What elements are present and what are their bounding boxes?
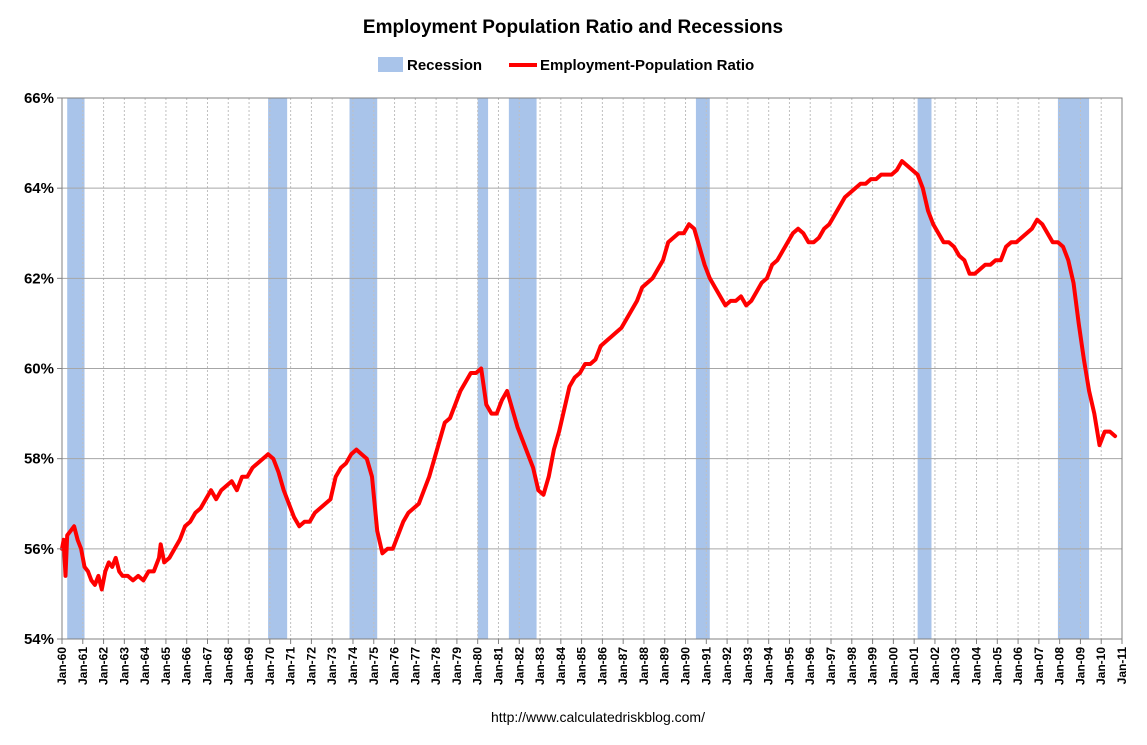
x-tick-label: Jan-60 bbox=[55, 647, 69, 685]
x-tick-label: Jan-05 bbox=[990, 647, 1004, 685]
x-tick-label: Jan-78 bbox=[429, 647, 443, 685]
x-tick-label: Jan-75 bbox=[367, 647, 381, 685]
x-axis-ticks: Jan-60 Jan-61 Jan-62 Jan-63 Jan-64 Jan-65 Jan-… bbox=[55, 639, 1129, 685]
x-tick-label: Jan-89 bbox=[658, 647, 672, 685]
x-tick-label: Jan-77 bbox=[408, 647, 422, 685]
y-tick-label: 64% bbox=[24, 180, 54, 197]
y-tick-label: 56% bbox=[24, 541, 54, 558]
x-tick-label: Jan-82 bbox=[512, 647, 526, 685]
x-tick-label: Jan-85 bbox=[575, 647, 589, 685]
y-tick-label: 60% bbox=[24, 361, 54, 378]
x-tick-label: Jan-61 bbox=[76, 647, 90, 685]
x-tick-label: Jan-06 bbox=[1011, 647, 1025, 685]
series-line-employment-population-ratio bbox=[60, 159, 1118, 592]
x-tick-label: Jan-84 bbox=[554, 647, 568, 685]
x-tick-label: Jan-70 bbox=[263, 647, 277, 685]
x-tick-label: Jan-87 bbox=[616, 647, 630, 685]
x-tick-label: Jan-81 bbox=[491, 647, 505, 685]
x-tick-label: Jan-09 bbox=[1073, 647, 1087, 685]
source-url: http://www.calculatedriskblog.com/ bbox=[491, 709, 705, 725]
chart-title: Employment Population Ratio and Recessio… bbox=[363, 17, 783, 38]
x-tick-label: Jan-98 bbox=[845, 647, 859, 685]
x-tick-label: Jan-96 bbox=[803, 647, 817, 685]
x-tick-label: Jan-72 bbox=[304, 647, 318, 685]
y-tick-label: 66% bbox=[24, 90, 54, 107]
x-tick-label: Jan-68 bbox=[221, 647, 235, 685]
x-tick-label: Jan-65 bbox=[159, 647, 173, 685]
legend-label-ratio: Employment-Population Ratio bbox=[540, 57, 754, 74]
x-tick-label: Jan-73 bbox=[325, 647, 339, 685]
y-tick-label: 62% bbox=[24, 270, 54, 287]
x-tick-label: Jan-92 bbox=[720, 647, 734, 685]
x-tick-label: Jan-11 bbox=[1115, 647, 1129, 685]
x-tick-label: Jan-66 bbox=[180, 647, 194, 685]
x-tick-label: Jan-90 bbox=[679, 647, 693, 685]
legend-swatch-recession bbox=[378, 57, 403, 72]
y-tick-label: 58% bbox=[24, 451, 54, 468]
x-tick-label: Jan-64 bbox=[138, 647, 152, 685]
x-tick-label: Jan-86 bbox=[595, 647, 609, 685]
x-tick-label: Jan-04 bbox=[970, 647, 984, 685]
x-tick-label: Jan-08 bbox=[1053, 647, 1067, 685]
x-tick-label: Jan-91 bbox=[699, 647, 713, 685]
x-tick-label: Jan-79 bbox=[450, 647, 464, 685]
x-tick-label: Jan-69 bbox=[242, 647, 256, 685]
x-tick-label: Jan-00 bbox=[886, 647, 900, 685]
x-tick-label: Jan-10 bbox=[1094, 647, 1108, 685]
x-tick-label: Jan-03 bbox=[949, 647, 963, 685]
x-tick-label: Jan-80 bbox=[471, 647, 485, 685]
y-tick-label: 54% bbox=[24, 631, 54, 648]
x-tick-label: Jan-88 bbox=[637, 647, 651, 685]
x-tick-label: Jan-97 bbox=[824, 647, 838, 685]
x-tick-label: Jan-62 bbox=[97, 647, 111, 685]
x-tick-label: Jan-01 bbox=[907, 647, 921, 685]
x-tick-label: Jan-94 bbox=[762, 647, 776, 685]
legend: Recession Employment-Population Ratio bbox=[378, 57, 754, 74]
y-axis-ticks: 54% 56% 58% 60% 62% 64% 66% bbox=[24, 90, 62, 648]
legend-label-recession: Recession bbox=[407, 57, 482, 74]
x-tick-label: Jan-71 bbox=[284, 647, 298, 685]
x-tick-label: Jan-76 bbox=[388, 647, 402, 685]
series-layer bbox=[60, 159, 1118, 592]
x-tick-label: Jan-95 bbox=[782, 647, 796, 685]
x-tick-label: Jan-63 bbox=[117, 647, 131, 685]
horizontal-gridlines bbox=[62, 187, 1122, 550]
x-tick-label: Jan-83 bbox=[533, 647, 547, 685]
x-tick-label: Jan-67 bbox=[200, 647, 214, 685]
x-tick-label: Jan-99 bbox=[866, 647, 880, 685]
x-tick-label: Jan-93 bbox=[741, 647, 755, 685]
x-tick-label: Jan-74 bbox=[346, 647, 360, 685]
x-tick-label: Jan-02 bbox=[928, 647, 942, 685]
x-tick-label: Jan-07 bbox=[1032, 647, 1046, 685]
